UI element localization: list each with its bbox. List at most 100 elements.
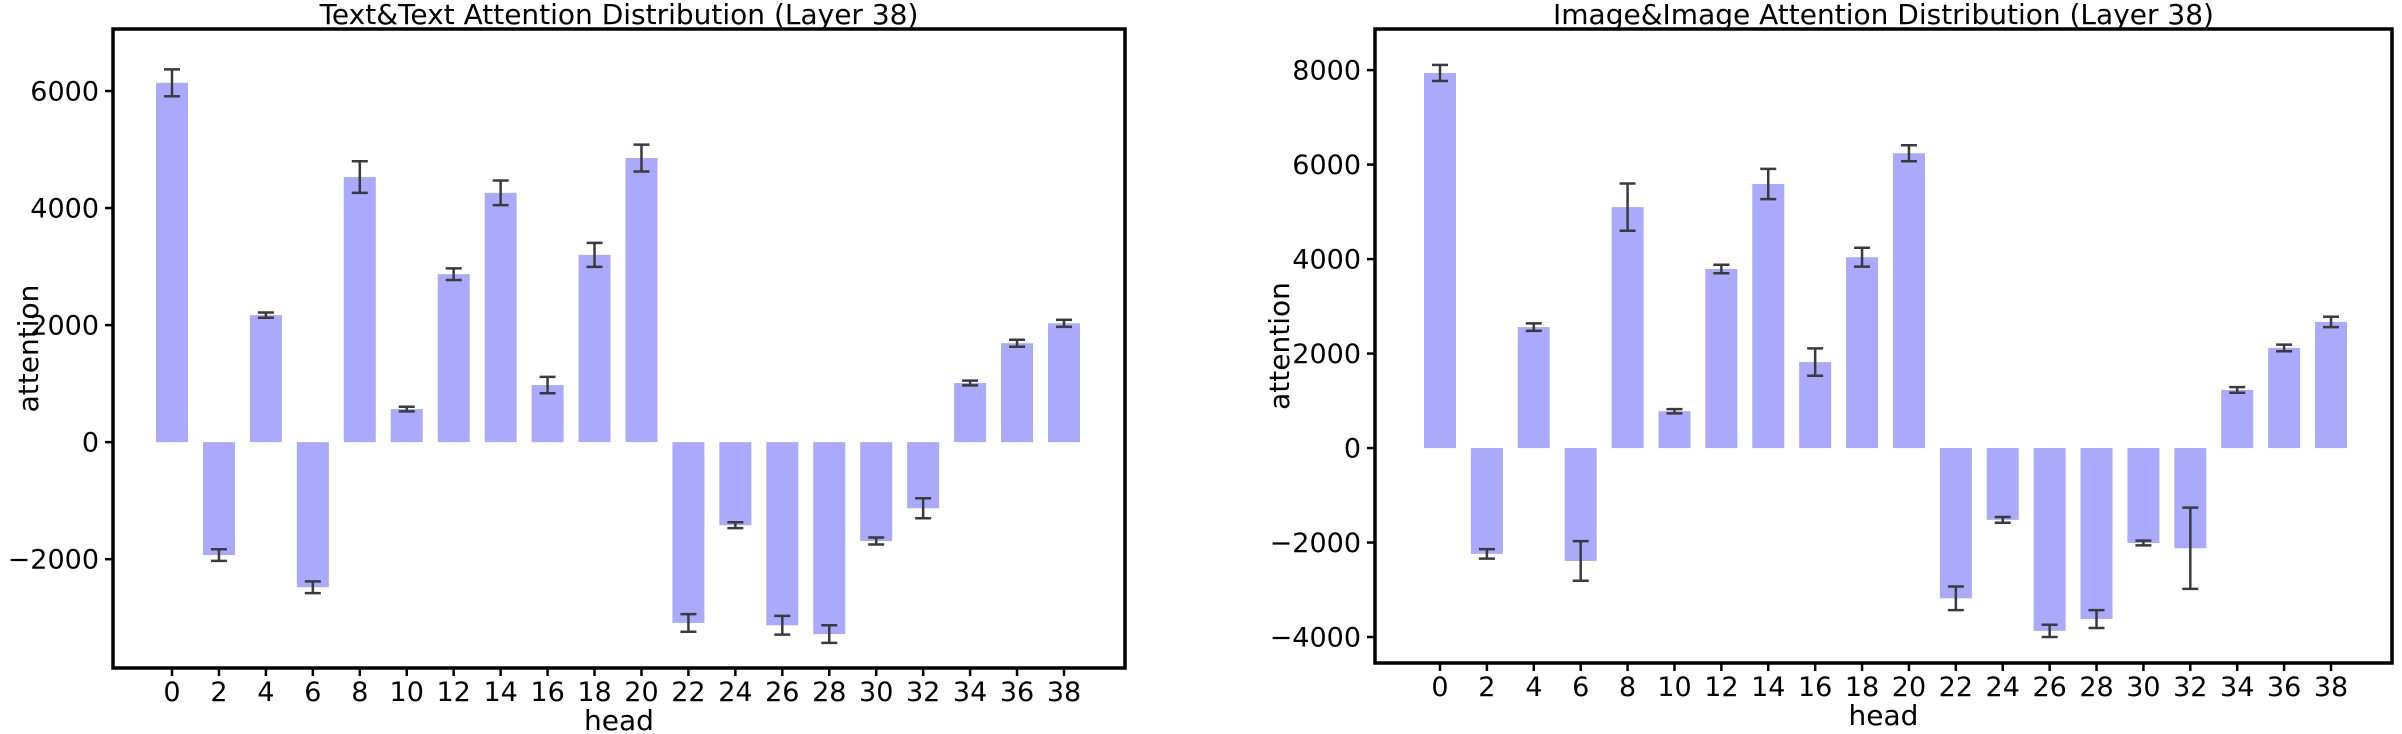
plot-border — [1373, 27, 2394, 665]
text-text-attention-chart: Text&Text Attention Distribution (Layer … — [8, 0, 1127, 734]
bar-head-14 — [1752, 183, 1785, 449]
x-tick-label: 26 — [765, 677, 799, 708]
bar-head-34 — [2221, 389, 2254, 449]
error-bar-head-4 — [1525, 322, 1542, 333]
x-tick-label: 28 — [812, 677, 846, 708]
x-tick-label: 28 — [2079, 672, 2113, 703]
error-bar-head-20 — [1900, 143, 1917, 163]
x-tick-label: 32 — [906, 677, 940, 708]
y-tick-label: 8000 — [1292, 56, 1361, 87]
bar-head-22 — [672, 442, 705, 623]
error-bar-head-20 — [633, 143, 650, 173]
error-bar-head-34 — [2229, 385, 2246, 395]
x-axis-label: head — [584, 704, 654, 734]
x-tick-label: 12 — [437, 677, 471, 708]
x-tick-label: 16 — [1798, 672, 1832, 703]
chart-title: Text&Text Attention Distribution (Layer … — [319, 0, 919, 31]
plot-border — [111, 27, 1127, 670]
y-axis-label: attention — [12, 285, 45, 413]
error-bar-head-32 — [915, 497, 932, 520]
bar-head-14 — [484, 192, 517, 443]
bar-head-22 — [1939, 448, 1972, 599]
x-tick-label: 22 — [671, 677, 705, 708]
bar-head-16 — [531, 385, 564, 443]
bar-head-24 — [719, 442, 752, 526]
bar-head-10 — [390, 409, 423, 443]
error-bar-head-18 — [586, 241, 603, 269]
error-bar-head-0 — [164, 68, 180, 98]
x-tick-label: 4 — [257, 677, 274, 708]
image-image-attention-chart: Image&Image Attention Distribution (Laye… — [1263, 0, 2394, 732]
y-tick-label: −4000 — [1270, 623, 1361, 654]
x-tick-label: 32 — [2173, 672, 2207, 703]
bar-head-28 — [813, 442, 846, 635]
x-tick-label: 34 — [2220, 672, 2254, 703]
bar-head-18 — [1846, 257, 1879, 449]
error-bar-head-16 — [539, 375, 556, 395]
chart-title: Image&Image Attention Distribution (Laye… — [1553, 0, 2214, 31]
y-axis-ticks: 6000 4000 2000 0 −2000 — [8, 77, 113, 576]
bar-head-26 — [766, 442, 799, 626]
bars-layer — [156, 82, 1080, 635]
error-bar-head-6 — [304, 580, 321, 595]
error-bar-head-2 — [1478, 547, 1495, 560]
x-tick-label: 12 — [1704, 672, 1738, 703]
error-bar-head-28 — [821, 624, 838, 645]
error-bar-head-30 — [868, 536, 885, 546]
error-bar-head-2 — [210, 547, 227, 563]
bar-head-8 — [343, 177, 376, 443]
y-tick-label: 6000 — [30, 77, 99, 108]
bar-head-30 — [860, 442, 893, 542]
error-bar-head-26 — [774, 614, 791, 636]
bar-head-30 — [2127, 448, 2160, 544]
x-tick-label: 38 — [1047, 677, 1081, 708]
y-tick-label: 2000 — [30, 311, 99, 342]
bar-head-2 — [202, 442, 235, 556]
error-bar-head-18 — [1854, 246, 1871, 268]
x-tick-label: 34 — [953, 677, 987, 708]
x-tick-label: 20 — [1892, 672, 1926, 703]
x-tick-label: 18 — [577, 677, 611, 708]
x-tick-label: 10 — [390, 677, 424, 708]
bar-head-6 — [296, 442, 329, 588]
error-bar-head-6 — [1572, 539, 1589, 583]
y-tick-label: 4000 — [30, 194, 99, 225]
error-bar-head-24 — [727, 521, 744, 530]
error-bar-head-32 — [2182, 506, 2199, 591]
error-bar-head-38 — [2323, 315, 2339, 329]
bar-head-0 — [156, 82, 188, 443]
x-tick-label: 30 — [859, 677, 893, 708]
x-tick-label: 0 — [163, 677, 180, 708]
x-tick-label: 24 — [718, 677, 752, 708]
bar-head-36 — [1001, 343, 1034, 443]
y-tick-label: −2000 — [1270, 528, 1361, 559]
x-tick-label: 6 — [304, 677, 321, 708]
x-tick-label: 20 — [624, 677, 658, 708]
x-tick-label: 38 — [2314, 672, 2348, 703]
error-bar-head-10 — [398, 405, 415, 413]
bar-head-36 — [2268, 347, 2301, 449]
x-tick-label: 26 — [2032, 672, 2066, 703]
x-tick-label: 14 — [1751, 672, 1785, 703]
bar-head-4 — [249, 315, 282, 443]
bar-head-12 — [437, 274, 470, 443]
x-tick-label: 36 — [1000, 677, 1034, 708]
error-bar-head-22 — [680, 612, 697, 633]
y-tick-label: 0 — [1344, 434, 1361, 465]
y-tick-label: −2000 — [8, 545, 99, 576]
bar-head-38 — [1048, 323, 1080, 443]
y-tick-label: 2000 — [1292, 339, 1361, 370]
bar-head-26 — [2033, 448, 2066, 631]
error-bar-head-34 — [962, 379, 979, 387]
error-bar-head-14 — [1760, 167, 1777, 201]
error-bar-head-28 — [2088, 608, 2105, 630]
bar-head-4 — [1517, 327, 1550, 449]
x-tick-label: 22 — [1939, 672, 1973, 703]
x-tick-label: 30 — [2126, 672, 2160, 703]
x-tick-label: 36 — [2267, 672, 2301, 703]
error-bar-head-26 — [2041, 623, 2058, 639]
x-tick-label: 8 — [351, 677, 368, 708]
error-bar-head-16 — [1807, 347, 1824, 378]
x-tick-label: 0 — [1431, 672, 1448, 703]
x-tick-label: 24 — [1986, 672, 2020, 703]
